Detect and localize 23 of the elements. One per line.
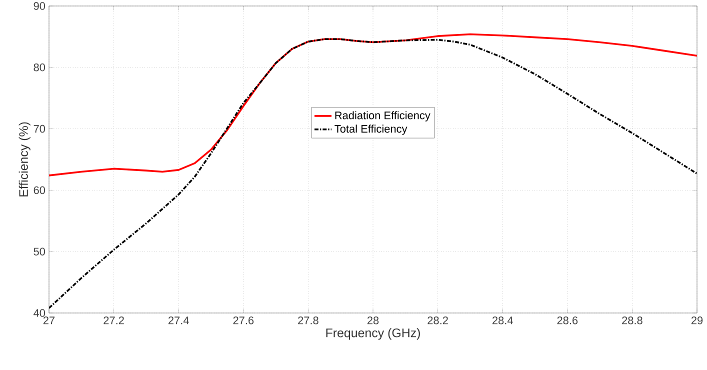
legend-label: Radiation Efficiency: [335, 111, 430, 122]
y-tick-label: 50: [34, 248, 46, 256]
x-tick-label: 28.2: [428, 316, 448, 324]
x-axis-title: Frequency (GHz): [326, 328, 420, 340]
y-tick-label: 40: [34, 309, 46, 317]
line-series: [49, 33, 698, 176]
y-tick-label: 90: [34, 2, 46, 10]
x-tick-label: 27.8: [298, 316, 318, 324]
y-tick-label: 60: [34, 186, 46, 194]
y-tick-label: 80: [34, 64, 46, 72]
x-tick-label: 27: [43, 316, 55, 324]
line-series: [49, 38, 698, 309]
y-axis-title: Efficiency (%): [18, 122, 30, 196]
y-tick-label: 70: [34, 124, 46, 133]
x-tick-label: 29: [691, 316, 703, 324]
x-tick-label: 27.2: [104, 316, 124, 324]
x-tick-label: 28: [367, 316, 379, 324]
x-tick-label: 27.4: [168, 316, 189, 324]
x-tick-label: 28.8: [622, 316, 642, 324]
legend-label: Total Efficiency: [334, 124, 408, 135]
x-tick-label: 28.6: [557, 316, 578, 324]
x-tick-label: 27.6: [233, 316, 254, 324]
x-tick-label: 28.4: [492, 316, 513, 324]
